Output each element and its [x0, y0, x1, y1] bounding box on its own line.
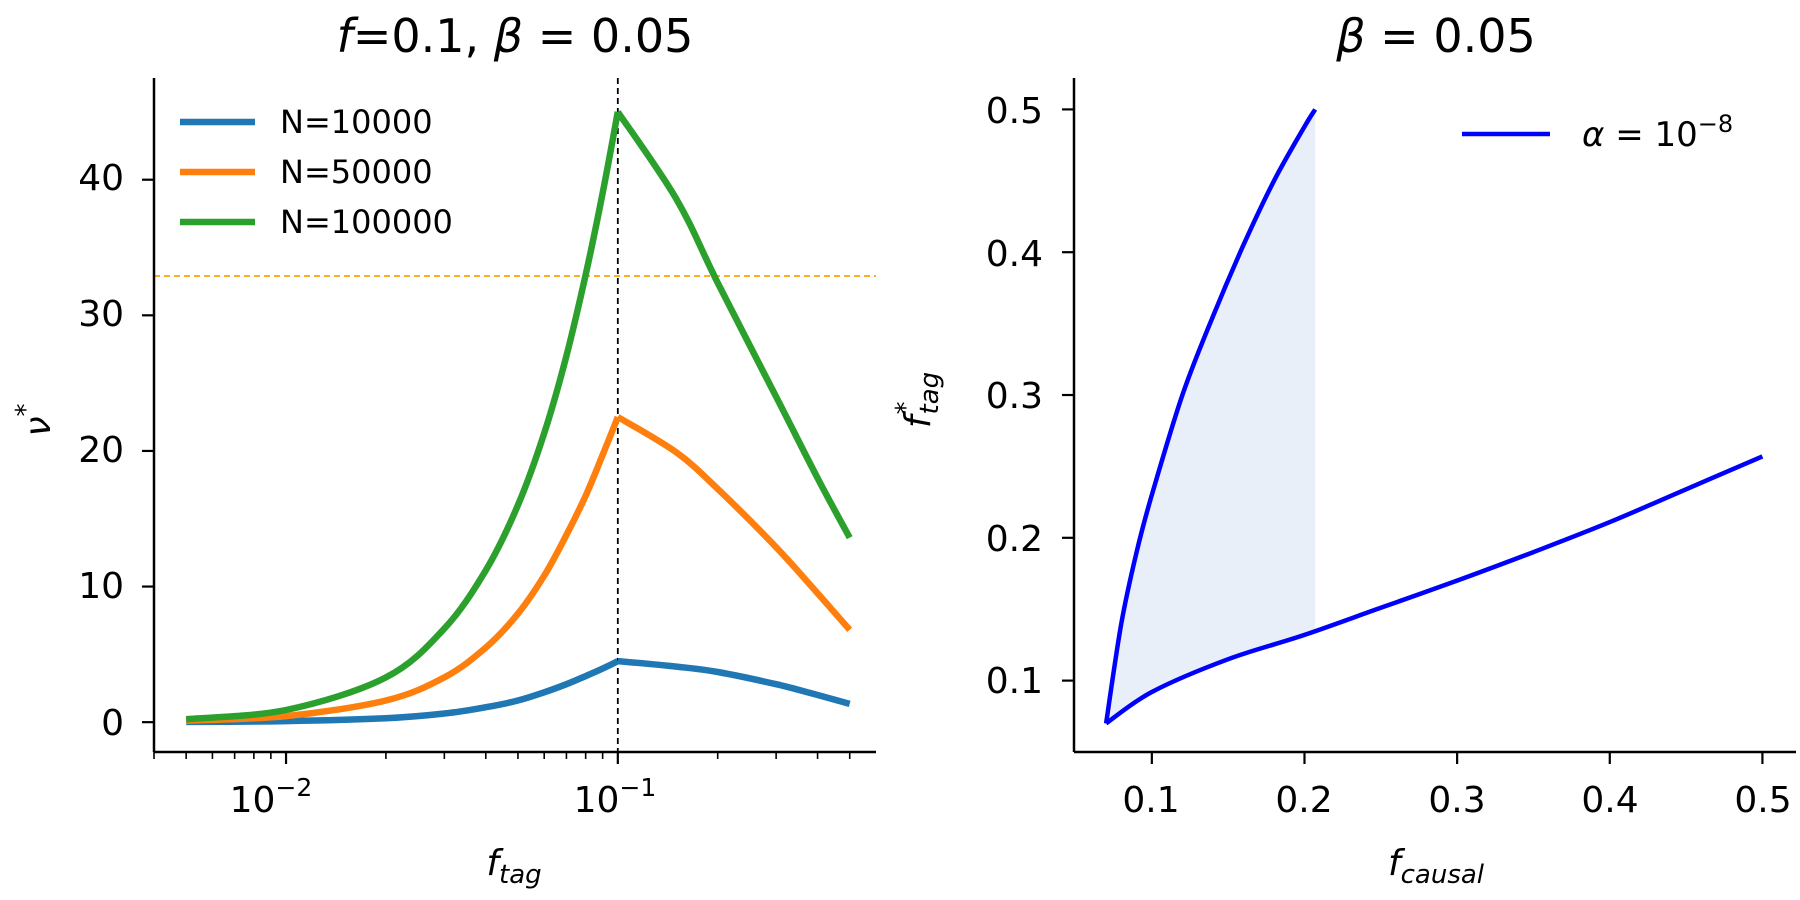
right-chart-title: β = 0.05: [1335, 9, 1536, 63]
right-x-tick-label-0: 0.1: [1122, 780, 1179, 821]
left-y-tick-label-1: 10: [78, 566, 124, 607]
right-x-axis-label: fcausal: [1388, 843, 1485, 890]
right-y-axis-label: f*tag: [891, 372, 945, 428]
left-legend: N=10000 N=50000 N=100000: [180, 103, 453, 241]
right-axis-ticks: [1062, 108, 1764, 764]
left-chart-title: f=0.1, β = 0.05: [337, 9, 694, 63]
left-x-tick-label-0: 10−2: [230, 773, 313, 821]
right-x-tick-label-3: 0.4: [1581, 780, 1638, 821]
left-y-tick-label-3: 30: [78, 294, 124, 335]
right-x-tick-label-4: 0.5: [1734, 780, 1791, 821]
left-panel: f=0.1, β = 0.05 10−2 10−1 0 10 20 30 40 …: [11, 9, 876, 890]
legend-label-n10000: N=10000: [280, 103, 433, 141]
right-legend: α = 10−8: [1462, 110, 1733, 155]
series-line-n-50000: [186, 414, 853, 724]
right-y-tick-label-2: 0.3: [986, 376, 1043, 417]
legend-label-n100000: N=100000: [280, 203, 453, 241]
right-plot-area: [1103, 108, 1764, 726]
left-y-tick-label-2: 20: [78, 430, 124, 471]
alpha-curve-lower-branch: [1104, 454, 1764, 726]
svg-text:ν*: ν*: [11, 403, 59, 436]
alpha-curve-upper-branch: [1103, 108, 1318, 724]
right-y-tick-label-0: 0.1: [986, 661, 1043, 702]
right-panel: β = 0.05 0.1 0.2 0.3 0.4 0.5 0.1 0.2 0.3…: [891, 9, 1796, 890]
left-x-tick-label-1: 10−1: [574, 773, 657, 821]
series-line-n-10000: [186, 657, 851, 726]
right-x-tick-label-1: 0.2: [1275, 780, 1332, 821]
right-y-tick-label-3: 0.4: [986, 234, 1043, 275]
left-axis-ticks: [142, 178, 851, 764]
series-line-n-100000: [185, 110, 853, 723]
legend-label-n50000: N=50000: [280, 153, 433, 191]
shaded-region: [1106, 109, 1316, 724]
left-plot-area: [154, 78, 876, 752]
legend-label-alpha: α = 10−8: [1582, 110, 1733, 155]
left-x-axis-label: ftag: [486, 843, 541, 890]
right-x-tick-label-2: 0.3: [1428, 780, 1485, 821]
right-y-tick-label-4: 0.5: [986, 91, 1043, 132]
left-y-axis-label: ν*: [11, 403, 59, 436]
svg-text:f*tag: f*tag: [891, 372, 945, 428]
left-y-tick-label-0: 0: [101, 703, 124, 744]
left-y-tick-label-4: 40: [78, 158, 124, 199]
right-y-tick-label-1: 0.2: [986, 519, 1043, 560]
